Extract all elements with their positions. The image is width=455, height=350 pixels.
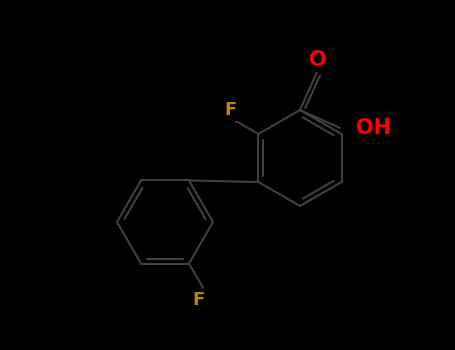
Text: OH: OH [356, 118, 391, 138]
Text: O: O [309, 50, 327, 70]
Text: F: F [193, 291, 205, 309]
Text: F: F [224, 101, 236, 119]
